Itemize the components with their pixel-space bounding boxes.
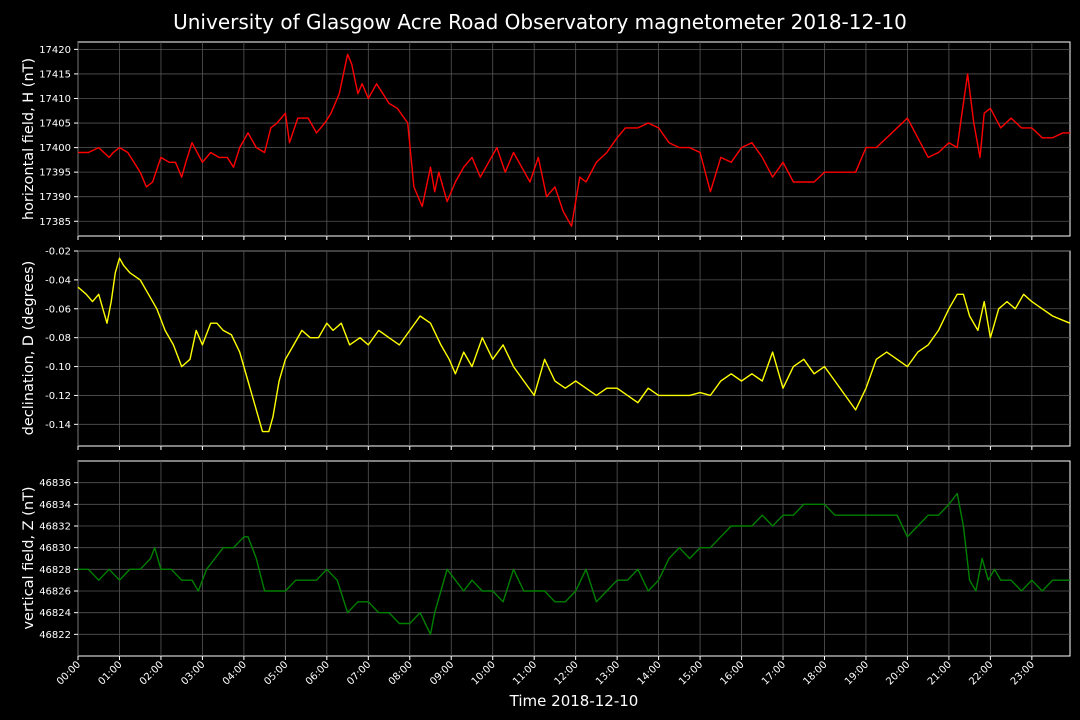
y-tick-label: 17410 <box>39 94 71 105</box>
panel-z-ylabel: vertical field, Z (nT) <box>21 486 37 629</box>
panel-h-grid <box>77 42 1070 236</box>
panel-h-frame <box>77 41 1071 237</box>
y-tick-label: 46828 <box>39 565 71 576</box>
time-axis-label: Time 2018-12-10 <box>509 692 639 710</box>
x-tick-label: 04:00 <box>221 659 249 687</box>
y-tick-label: 17405 <box>39 119 71 130</box>
x-tick-label: 01:00 <box>96 659 124 687</box>
x-tick-label: 06:00 <box>304 659 332 687</box>
panel-d-xtickmarks <box>77 446 1033 450</box>
x-tick-label: 14:00 <box>636 659 664 687</box>
x-tick-label: 05:00 <box>262 659 290 687</box>
x-tick-label: 11:00 <box>511 659 539 687</box>
y-tick-label: 17395 <box>39 168 71 179</box>
y-tick-label: 46824 <box>39 608 71 619</box>
y-tick-label: -0.14 <box>45 420 71 431</box>
y-tick-label: -0.02 <box>45 247 71 258</box>
x-tick-label: 16:00 <box>719 659 747 687</box>
x-tick-label: 13:00 <box>594 659 622 687</box>
panel-z-grid <box>77 461 1070 656</box>
x-tick-label: 00:00 <box>55 659 83 687</box>
y-tick-label: 17415 <box>39 69 71 80</box>
x-tick-label: 03:00 <box>179 659 207 687</box>
chart-title: University of Glasgow Acre Road Observat… <box>173 10 907 34</box>
x-tick-label: 02:00 <box>138 659 166 687</box>
panel-d-ylabel: declination, D (degrees) <box>21 261 37 436</box>
x-tick-label: 09:00 <box>428 659 456 687</box>
panel-declination: -0.14 -0.12 -0.10 -0.08 -0.06 -0.04 -0.02 decl… <box>21 247 1071 450</box>
x-tick-label: 20:00 <box>884 659 912 687</box>
panel-z-xtickmarks <box>77 656 1033 660</box>
y-tick-label: 46836 <box>39 478 71 489</box>
y-tick-label: -0.10 <box>45 362 71 373</box>
panel-d-yticks: -0.14 -0.12 -0.10 -0.08 -0.06 -0.04 -0.02 <box>45 247 78 431</box>
x-tick-label: 12:00 <box>553 659 581 687</box>
y-tick-label: -0.12 <box>45 391 71 402</box>
x-tick-label: 08:00 <box>387 659 415 687</box>
y-tick-label: -0.06 <box>45 304 71 315</box>
x-tick-label: 22:00 <box>967 659 995 687</box>
y-tick-label: 17400 <box>39 143 71 154</box>
y-tick-label: 17385 <box>39 217 71 228</box>
y-tick-label: 46830 <box>39 543 71 554</box>
y-tick-label: 17420 <box>39 45 71 56</box>
x-tick-label: 21:00 <box>926 659 954 687</box>
panel-h-xtickmarks <box>77 236 1033 240</box>
x-tick-label: 07:00 <box>345 659 373 687</box>
panel-horizontal-field: 17385 17390 17395 17400 17405 17410 17415 17420… <box>21 41 1071 240</box>
x-tick-label: 17:00 <box>760 659 788 687</box>
panel-d-frame <box>77 250 1071 447</box>
panel-h-yticks: 17385 17390 17395 17400 17405 17410 17415 17420 <box>39 45 78 228</box>
y-tick-label: 46832 <box>39 522 71 533</box>
panel-vertical-field: 46822 46824 46826 46828 46830 46832 46834 46836… <box>21 460 1071 710</box>
x-tick-label: 10:00 <box>470 659 498 687</box>
declination-series <box>77 257 1071 433</box>
x-tick-label: 15:00 <box>677 659 705 687</box>
panel-h-ylabel: horizontal field, H (nT) <box>21 58 37 220</box>
x-tick-label: 19:00 <box>843 659 871 687</box>
y-tick-label: 46834 <box>39 500 71 511</box>
y-tick-label: 17390 <box>39 192 71 203</box>
panel-z-frame <box>77 460 1071 657</box>
y-tick-label: -0.04 <box>45 275 71 286</box>
y-tick-label: -0.08 <box>45 333 71 344</box>
y-tick-label: 46822 <box>39 630 71 641</box>
panel-z-yticks: 46822 46824 46826 46828 46830 46832 46834 46836 <box>39 478 78 641</box>
y-tick-label: 46826 <box>39 587 71 598</box>
horizontal-field-series <box>78 53 1070 227</box>
x-tick-label: 18:00 <box>801 659 829 687</box>
x-tick-label: 23:00 <box>1009 659 1037 687</box>
time-axis-ticklabels: 00:00 01:00 02:00 03:00 04:00 05:00 06:00 07:00… <box>55 659 1037 687</box>
vertical-field-series <box>78 492 1070 635</box>
